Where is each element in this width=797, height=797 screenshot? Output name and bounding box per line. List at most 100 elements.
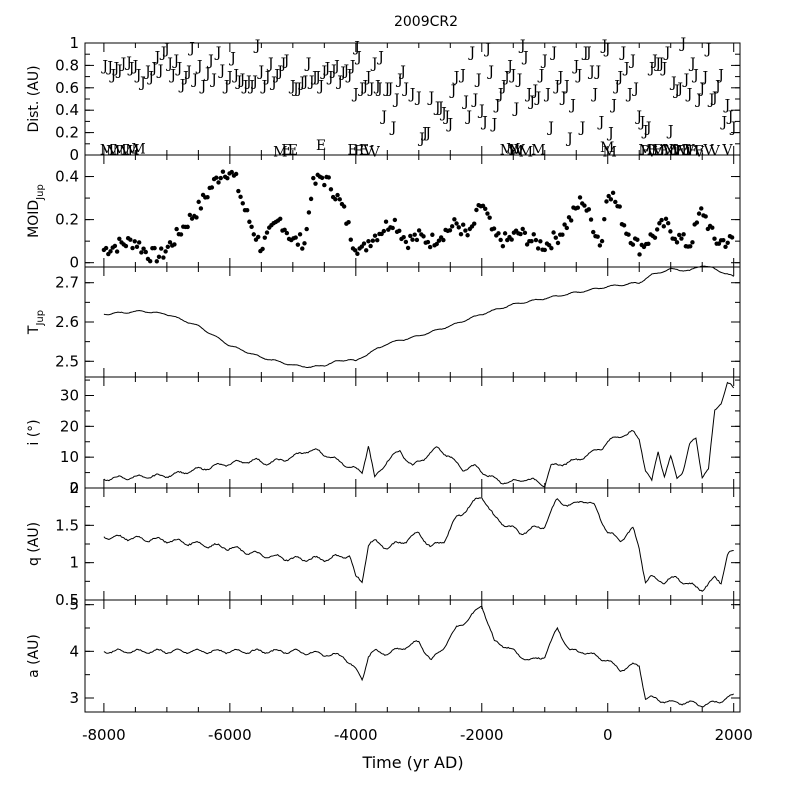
- jupiter-encounter: J: [688, 56, 696, 72]
- jupiter-encounter: J: [124, 55, 132, 71]
- jupiter-encounter: J: [370, 56, 378, 72]
- jupiter-encounter: J: [483, 42, 491, 58]
- moid-point: [364, 248, 369, 253]
- jupiter-encounter: J: [143, 64, 151, 80]
- jupiter-encounter: J: [395, 72, 403, 88]
- moid-point: [716, 241, 722, 246]
- moid-point: [690, 240, 695, 245]
- jupiter-encounter: J: [423, 126, 431, 142]
- mars-encounter: M: [506, 141, 520, 157]
- earth-encounter: E: [659, 144, 669, 160]
- jupiter-encounter: J: [537, 67, 545, 83]
- jupiter-encounter: J: [357, 81, 365, 97]
- moid-point: [452, 217, 457, 222]
- y-tick-label: 2: [69, 479, 79, 497]
- moid-point: [408, 233, 413, 239]
- mars-encounter: M: [600, 140, 614, 156]
- y-tick-label: 1.5: [55, 516, 79, 534]
- moid-point: [352, 248, 358, 253]
- moid-point: [147, 259, 153, 264]
- moid-point: [425, 239, 431, 245]
- jupiter-encounter: J: [634, 109, 642, 125]
- jupiter-encounter: J: [323, 61, 331, 77]
- jupiter-encounter: J: [382, 81, 390, 97]
- earth-encounter: E: [669, 142, 679, 158]
- moid-point: [359, 244, 365, 249]
- moid-point: [575, 205, 581, 210]
- mars-encounter: M: [519, 145, 533, 161]
- moid-point: [502, 231, 508, 236]
- earth-encounter: E: [288, 142, 298, 158]
- jupiter-encounter: J: [184, 64, 192, 80]
- y-tick-label: 0.2: [55, 211, 79, 229]
- moid-point: [236, 188, 241, 194]
- moid-point: [621, 223, 627, 228]
- jupiter-encounter: J: [360, 79, 368, 95]
- venus-encounter: V: [646, 145, 658, 161]
- jupiter-encounter: J: [606, 126, 614, 142]
- jupiter-encounter: J: [553, 79, 561, 95]
- jupiter-encounter: J: [568, 98, 576, 114]
- moid-point: [156, 254, 162, 260]
- chart-title: 2009CR2: [394, 14, 458, 30]
- moid-point: [198, 206, 204, 211]
- venus-encounter: V: [721, 142, 733, 158]
- panel-frame: [84, 266, 741, 378]
- panel-moid: 0 0.2 0.4 MOIDJup: [26, 154, 741, 272]
- jupiter-encounter: J: [279, 56, 287, 72]
- moid-point: [311, 175, 316, 181]
- mars-encounter: M: [651, 144, 665, 160]
- jupiter-encounter: J: [603, 42, 611, 58]
- moid-point: [663, 216, 669, 222]
- jupiter-encounter: J: [559, 90, 567, 106]
- moid-point: [165, 244, 171, 250]
- jupiter-encounter: J: [332, 58, 340, 74]
- moid-point: [414, 237, 420, 243]
- jupiter-encounter: J: [691, 67, 699, 83]
- moid-point: [123, 243, 129, 249]
- jupiter-encounter: J: [697, 81, 705, 97]
- jupiter-encounter: J: [518, 38, 526, 54]
- moid-point: [209, 185, 215, 190]
- moid-point: [262, 235, 268, 240]
- moid-point: [703, 214, 708, 219]
- moid-point: [326, 175, 331, 180]
- moid-point: [161, 255, 166, 260]
- panel-frame: [84, 487, 741, 601]
- y-tick-label: 0.4: [55, 101, 79, 119]
- moid-point: [668, 229, 673, 234]
- moid-point: [483, 206, 488, 212]
- moid-point: [533, 237, 539, 243]
- jupiter-encounter: J: [159, 45, 167, 61]
- earth-encounter: E: [681, 142, 691, 158]
- y-axis-label: TJup: [26, 310, 46, 335]
- moid-point: [520, 226, 525, 232]
- moid-point: [553, 235, 558, 240]
- y-axis-label: a (AU): [26, 634, 42, 678]
- moid-point: [114, 249, 120, 254]
- moid-point: [460, 222, 466, 227]
- moid-point: [661, 224, 666, 229]
- moid-point: [225, 175, 230, 181]
- y-tick-label: 20: [60, 417, 79, 435]
- jupiter-encounter: J: [540, 53, 548, 69]
- jupiter-encounter: J: [225, 70, 233, 86]
- earth-encounter: E: [675, 144, 685, 160]
- jupiter-encounter: J: [241, 79, 249, 95]
- jupiter-encounter: J: [590, 86, 598, 102]
- moid-point: [586, 207, 592, 212]
- x-axis: -8000 -6000 -4000 -2000 0 2000: [82, 726, 753, 744]
- moid-point: [721, 237, 726, 243]
- y-tick-label: 0: [69, 146, 79, 164]
- jupiter-encounter: J: [172, 53, 180, 69]
- jupiter-encounter: J: [562, 79, 570, 95]
- jupiter-encounter: J: [729, 120, 737, 136]
- moid-point: [441, 237, 446, 243]
- panel-incl: 0 10 20 30 i (°): [26, 376, 741, 497]
- moid-point: [370, 238, 376, 243]
- mars-encounter: M: [664, 142, 678, 158]
- jupiter-encounter: J: [565, 131, 573, 147]
